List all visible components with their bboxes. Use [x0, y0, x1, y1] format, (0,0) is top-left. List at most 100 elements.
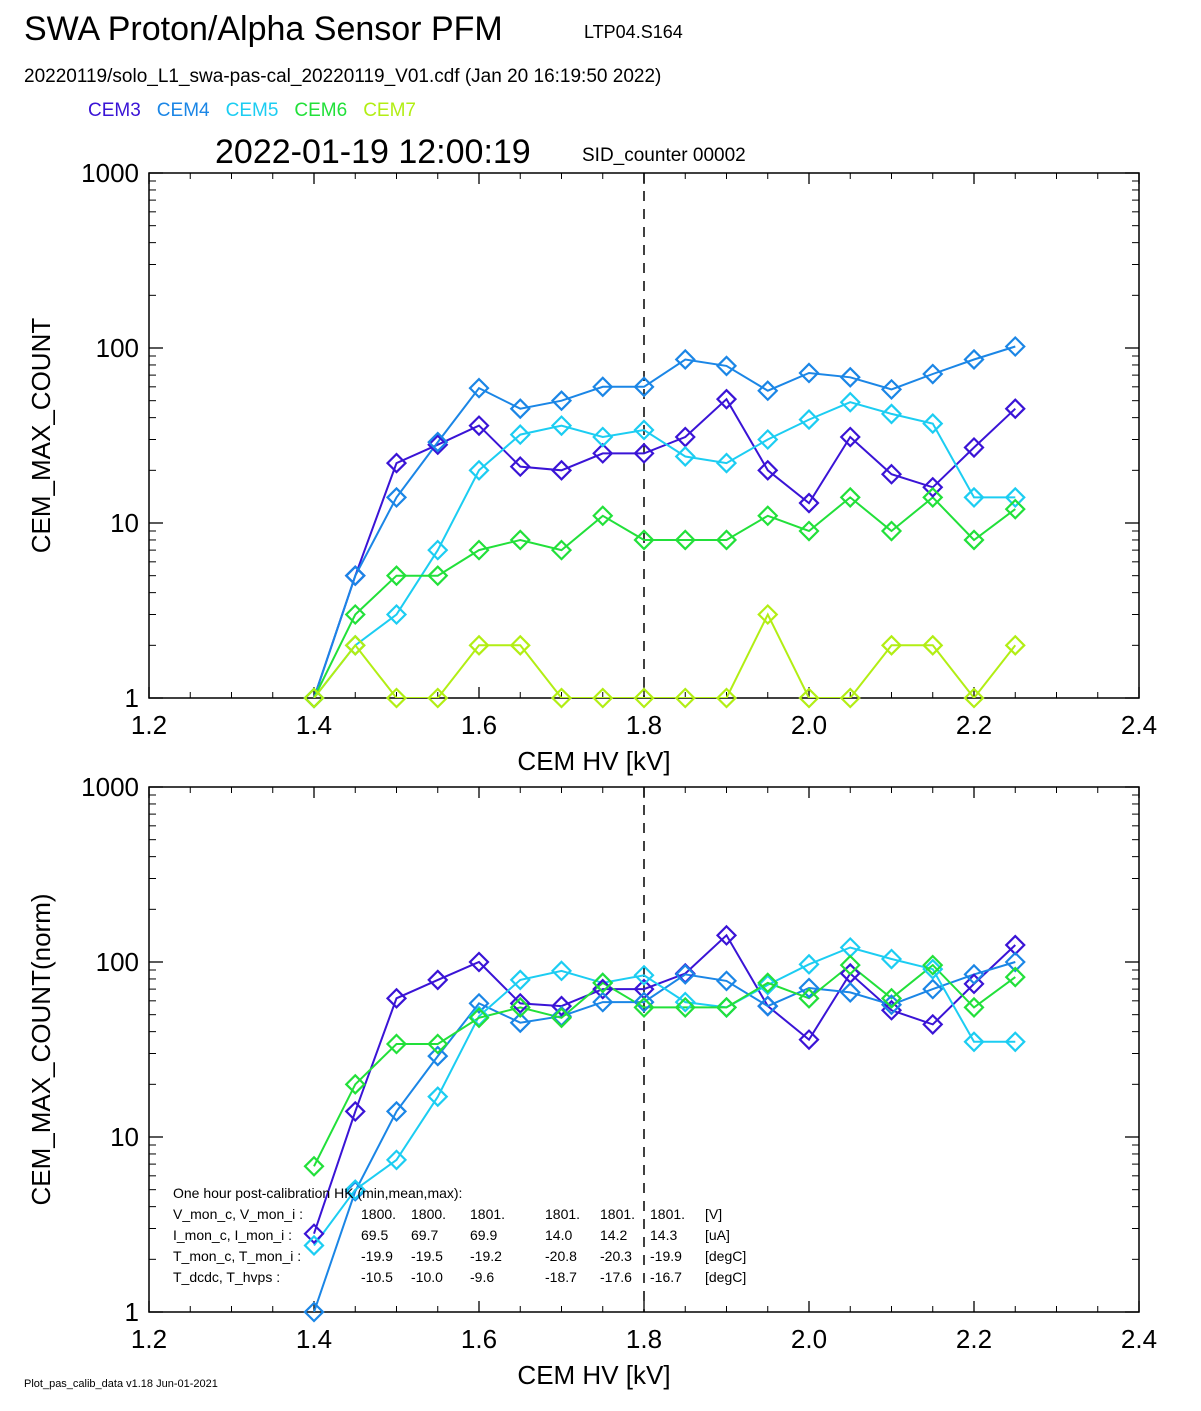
data-point-cem5 [757, 428, 779, 451]
data-point-cem4 [880, 378, 903, 400]
data-point-cem6 [633, 996, 655, 1018]
data-point-cem7 [1004, 634, 1026, 656]
data-point-cem6 [592, 972, 614, 994]
hk-cell-v1: -19.9 [361, 1248, 393, 1264]
x-tick-label: 1.6 [461, 710, 497, 740]
hk-cell-v2: 1800. [411, 1206, 447, 1222]
sid-counter: SID_counter 00002 [582, 145, 746, 166]
data-point-cem3 [715, 924, 738, 946]
data-point-cem6 [303, 1155, 325, 1177]
data-point-cem4 [839, 366, 861, 388]
data-point-cem4 [468, 377, 490, 399]
data-point-cem5 [633, 964, 655, 986]
data-point-cem6 [757, 505, 779, 527]
data-point-cem6 [509, 529, 531, 551]
x-axis-label: CEM HV [kV] [517, 1360, 670, 1390]
data-point-cem4 [550, 390, 573, 412]
data-point-cem6 [922, 486, 944, 508]
data-point-cem4 [385, 1100, 408, 1122]
legend-item-cem7: CEM7 [363, 100, 416, 121]
data-point-cem5 [922, 958, 944, 980]
data-point-cem6 [509, 996, 531, 1018]
data-point-cem3 [344, 1100, 366, 1122]
data-point-cem3 [385, 987, 408, 1009]
hk-cell-v1: -10.5 [361, 1269, 393, 1285]
data-point-cem7 [880, 634, 903, 656]
data-point-cem3 [1004, 398, 1026, 420]
data-point-cem5 [1004, 1031, 1026, 1053]
x-tick-label: 2.0 [791, 1324, 827, 1354]
data-point-cem6 [592, 505, 614, 527]
data-point-cem4 [963, 963, 985, 985]
series-line-cem7 [313, 612, 1017, 698]
data-point-cem5 [427, 539, 449, 561]
data-point-cem5 [592, 426, 614, 448]
data-point-cem5 [509, 424, 531, 446]
data-point-cem3 [798, 1029, 820, 1051]
hk-cell-v2: -10.0 [411, 1269, 443, 1285]
data-point-cem3 [468, 415, 490, 437]
run-id: LTP04.S164 [584, 22, 683, 42]
data-point-cem3 [592, 442, 614, 464]
hk-cell-label: I_mon_c, I_mon_i : [173, 1227, 293, 1243]
data-point-cem7 [757, 603, 779, 626]
hk-cell-v2: -19.5 [411, 1248, 443, 1264]
hk-cell-unit: [V] [705, 1206, 723, 1222]
hk-cell-v5: -17.6 [600, 1269, 632, 1285]
file-subtitle: 20220119/solo_L1_swa-pas-cal_20220119_V0… [24, 66, 662, 87]
data-point-cem7 [592, 687, 614, 709]
series-line-cem6 [313, 963, 1016, 1167]
data-point-cem6 [715, 529, 738, 551]
data-point-cem7 [963, 687, 985, 709]
data-point-cem7 [344, 634, 366, 656]
data-point-cem6 [839, 954, 861, 976]
data-point-cem5 [468, 1005, 490, 1027]
footer-version: Plot_pas_calib_data v1.18 Jun-01-2021 [24, 1378, 218, 1390]
data-point-cem4 [798, 362, 820, 384]
data-point-cem5 [509, 969, 531, 991]
data-point-cem6 [344, 1073, 366, 1095]
data-point-cem5 [839, 391, 861, 413]
data-point-cem3 [427, 434, 449, 456]
x-tick-label: 2.4 [1121, 1324, 1157, 1354]
data-point-cem6 [550, 1007, 573, 1029]
data-point-cem6 [344, 603, 366, 626]
data-point-cem5 [1004, 486, 1026, 508]
data-point-cem4 [922, 978, 944, 1000]
data-point-cem4 [963, 348, 985, 371]
hk-cell-v4: -20.8 [545, 1248, 577, 1264]
x-tick-label: 2.2 [956, 1324, 992, 1354]
x-tick-label: 1.4 [296, 1324, 332, 1354]
hk-cell-v3: 1801. [470, 1206, 506, 1222]
data-point-cem5 [674, 445, 696, 468]
data-point-cem6 [468, 1007, 490, 1029]
data-point-cem6 [633, 529, 655, 551]
legend-item-cem4: CEM4 [156, 100, 210, 121]
data-point-cem3 [963, 436, 985, 459]
data-point-cem4 [633, 991, 655, 1013]
hk-cell-v4: 14.0 [545, 1227, 573, 1243]
data-point-cem6 [798, 520, 820, 542]
data-point-cem3 [468, 951, 490, 973]
data-point-cem4 [427, 1045, 449, 1067]
hk-cell-v5: -20.3 [600, 1248, 632, 1264]
data-point-cem6 [880, 987, 903, 1009]
data-point-cem5 [798, 409, 820, 431]
y-tick-label: 10 [110, 1122, 139, 1152]
data-point-cem6 [550, 539, 573, 561]
x-tick-label: 2.0 [791, 710, 827, 740]
data-point-cem3 [303, 1223, 325, 1245]
data-point-cem5 [427, 1086, 449, 1108]
x-tick-label: 1.6 [461, 1324, 497, 1354]
data-point-cem4 [715, 970, 738, 992]
data-point-cem6 [674, 996, 696, 1018]
data-point-cem4 [633, 376, 655, 398]
data-point-cem6 [798, 987, 820, 1009]
data-point-cem4 [839, 981, 861, 1003]
data-point-cem4 [922, 363, 944, 385]
hk-cell-v1: 69.5 [361, 1227, 389, 1243]
data-point-cem7 [385, 687, 408, 709]
hk-cell-unit: [uA] [705, 1227, 730, 1243]
y-axis-label: CEM_MAX_COUNT [26, 318, 56, 554]
